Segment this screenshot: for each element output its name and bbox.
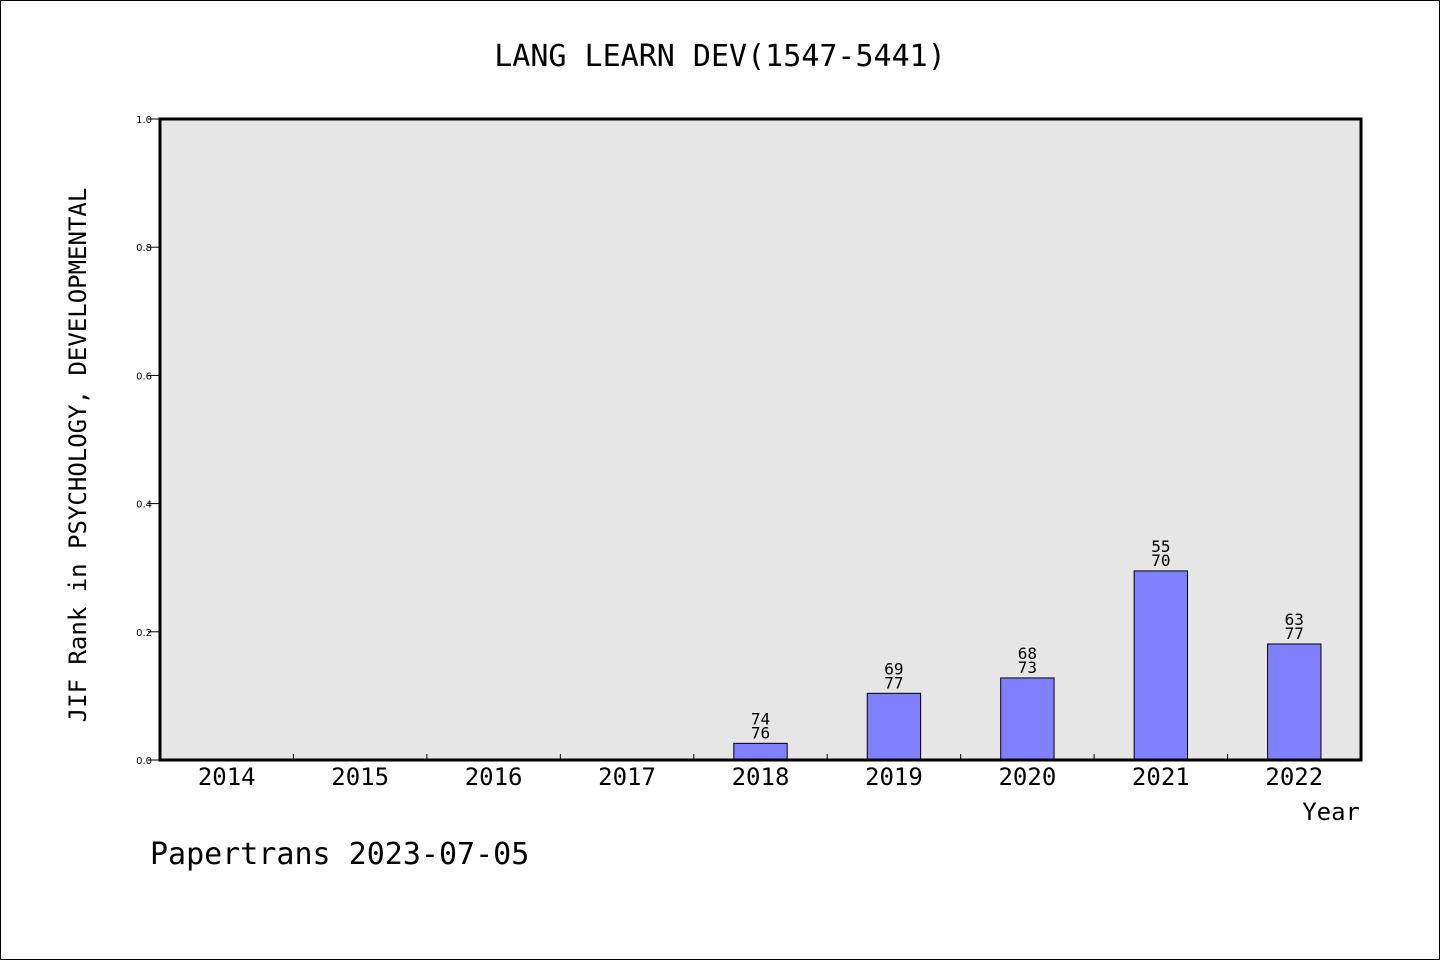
y-tick-label: 0.4 — [136, 500, 152, 511]
x-tick-label: 2017 — [598, 763, 656, 791]
bar-total-label: 73 — [1018, 658, 1037, 677]
x-tick-label: 2021 — [1132, 763, 1190, 791]
x-axis-label: Year — [1302, 798, 1360, 826]
y-tick-label: 0.0 — [136, 756, 152, 767]
y-tick-label: 1.0 — [136, 115, 152, 126]
x-tick-label: 2015 — [331, 763, 389, 791]
y-axis-label: JIF Rank in PSYCHOLOGY, DEVELOPMENTAL — [64, 188, 92, 723]
x-tick-label: 2016 — [465, 763, 523, 791]
bar-total-label: 77 — [1285, 624, 1304, 643]
bar-rank-label: 55 — [1151, 537, 1170, 556]
bar-total-label: 77 — [884, 673, 903, 692]
bar-total-label: 70 — [1151, 551, 1170, 570]
x-tick-label: 2014 — [198, 763, 256, 791]
bar-rank-label: 63 — [1285, 610, 1304, 629]
bar-rank-label: 68 — [1018, 644, 1037, 663]
bar-rank-label: 69 — [884, 659, 903, 678]
bar — [1133, 570, 1189, 761]
y-tick-label: 0.6 — [136, 371, 152, 382]
bar-total-label: 76 — [751, 723, 770, 742]
chart-title: LANG LEARN DEV(1547-5441) — [494, 39, 946, 74]
bars-layer — [733, 570, 1322, 761]
y-axis: 0.0 0.2 0.4 0.6 0.8 1.0 — [136, 115, 160, 767]
x-tick-label: 2020 — [998, 763, 1056, 791]
bar — [733, 742, 788, 761]
y-tick-label: 0.2 — [136, 628, 152, 639]
plot-border — [158, 117, 1363, 762]
bar — [1267, 643, 1322, 761]
bar — [1000, 677, 1055, 761]
bar-rank-label: 74 — [751, 709, 770, 728]
x-tick-label: 2018 — [732, 763, 790, 791]
x-axis: 2014 2015 2016 2017 2018 2019 2020 2021 2022 — [198, 754, 1323, 791]
bar — [866, 692, 922, 761]
x-tick-label: 2022 — [1265, 763, 1323, 791]
y-tick-label: 0.8 — [136, 243, 152, 254]
x-tick-label: 2019 — [865, 763, 923, 791]
footer-watermark: Papertrans 2023-07-05 — [150, 837, 529, 872]
